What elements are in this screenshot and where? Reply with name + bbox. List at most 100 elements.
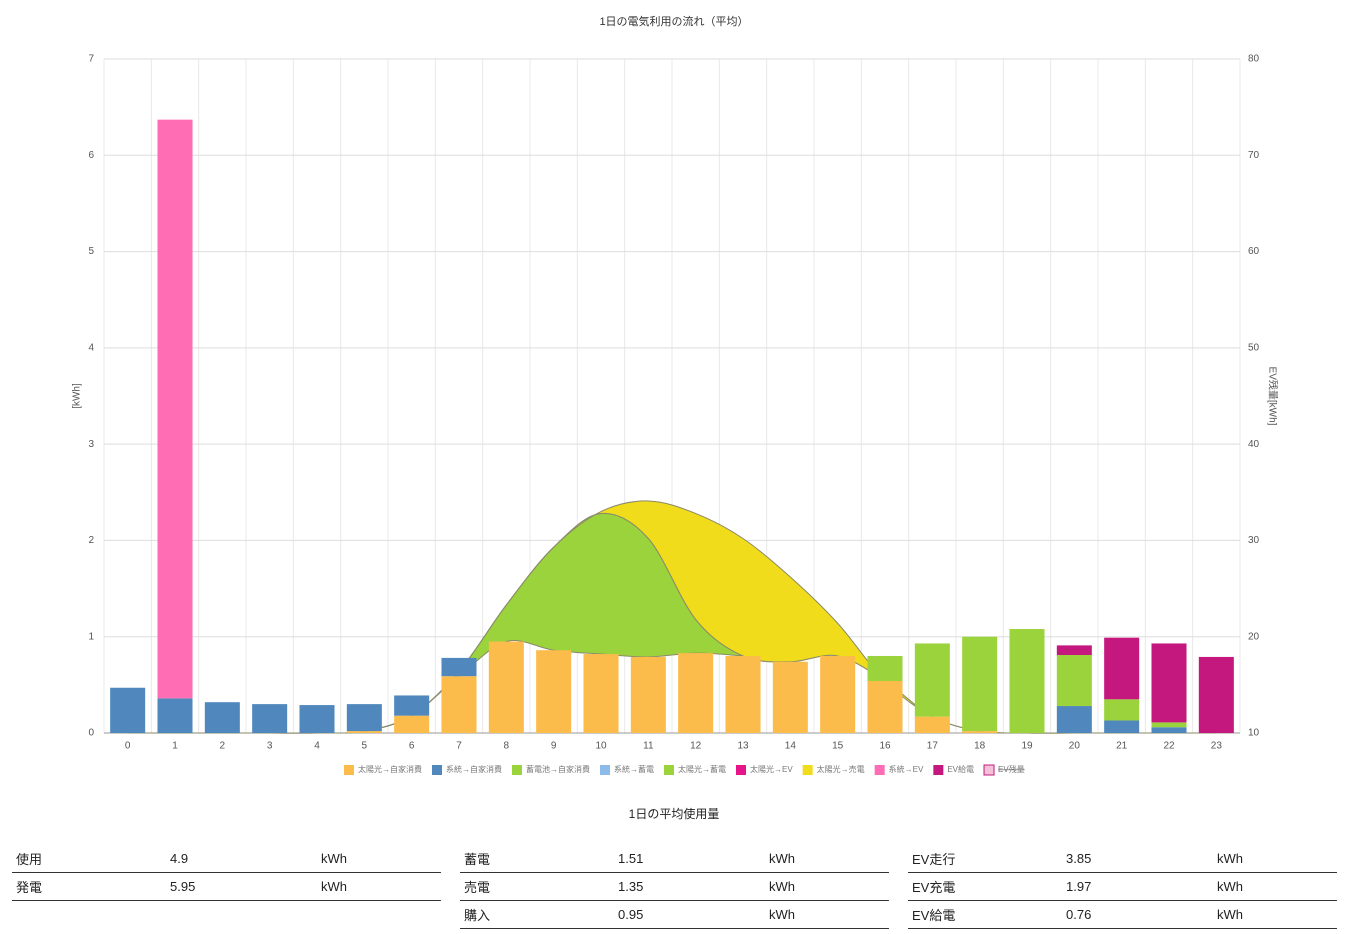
summary-cell: kWh — [765, 872, 889, 901]
summary-cell: kWh — [1213, 845, 1337, 873]
legend-label: 系統→自家消費 — [446, 764, 502, 774]
legend-swatch — [600, 765, 610, 775]
legend-swatch — [664, 765, 674, 775]
bar — [772, 661, 808, 733]
x-tick-label: 17 — [927, 741, 939, 752]
x-tick-label: 22 — [1163, 741, 1175, 752]
summary-table: EV走行 3.85 kWh EV充電 1.97 kWh EV給電 0.76 kWh — [908, 845, 1337, 929]
bar — [867, 655, 903, 682]
summary-cell: 5.95 — [166, 872, 317, 901]
y2-tick-label: 30 — [1248, 535, 1260, 546]
bar — [157, 698, 193, 733]
y2-tick-label: 10 — [1248, 728, 1260, 739]
legend-swatch — [802, 765, 813, 775]
summary-table: 使用 4.9 kWh 発電 5.95 kWh — [12, 845, 441, 901]
legend-label: 太陽光→自家消費 — [358, 764, 422, 774]
chart-title: 1日の電気利用の流れ（平均） — [599, 14, 748, 28]
bar — [157, 119, 193, 699]
bar — [1056, 655, 1092, 707]
summary-title: 1日の平均使用量 — [628, 807, 720, 821]
summary-row: 使用 4.9 kWh — [12, 845, 441, 873]
summary-row: 蓄電 1.51 kWh — [460, 845, 889, 873]
bar — [1151, 727, 1187, 733]
summary-cell: 4.9 — [166, 845, 317, 873]
summary-cell: EV充電 — [908, 872, 1062, 901]
legend-label: 系統→蓄電 — [614, 764, 654, 774]
bar — [346, 731, 382, 733]
y-tick-label: 6 — [88, 150, 94, 161]
y-tick-label: 5 — [88, 246, 94, 257]
summary-cell: kWh — [317, 845, 441, 873]
summary-cell: 売電 — [460, 872, 614, 901]
y2-tick-label: 20 — [1248, 631, 1260, 642]
bar — [1104, 720, 1140, 733]
legend: 太陽光→自家消費 系統→自家消費 蓄電池→自家消費 系統→蓄電 太陽光→蓄電 太陽光→EV… — [344, 764, 1025, 776]
summary-cell: 蓄電 — [460, 845, 614, 873]
bar — [536, 650, 572, 733]
bar — [1009, 629, 1045, 733]
summary-cell: 購入 — [460, 900, 614, 929]
summary-cell: 1.97 — [1062, 872, 1213, 901]
y-tick-label: 1 — [88, 631, 94, 642]
bar — [1104, 637, 1140, 700]
x-tick-label: 3 — [267, 741, 273, 752]
bar — [1151, 643, 1187, 723]
summary-cell: kWh — [1213, 900, 1337, 929]
legend-swatch — [344, 765, 354, 775]
y2-tick-label: 70 — [1248, 150, 1260, 161]
summary-cell: kWh — [765, 900, 889, 929]
legend-label: 蓄電池→自家消費 — [526, 764, 590, 774]
summary-cell: 0.76 — [1062, 900, 1213, 929]
bar — [299, 705, 335, 733]
summary-row: 購入 0.95 kWh — [460, 900, 889, 929]
bar — [1056, 645, 1092, 656]
x-tick-label: 14 — [785, 741, 797, 752]
summary-cell: 0.95 — [614, 900, 765, 929]
chart: 1日の電気利用の流れ（平均） [kWh] EV残量[kWh] 012345671… — [72, 14, 1279, 776]
y-tick-label: 2 — [88, 535, 94, 546]
bar — [204, 702, 240, 733]
bar — [441, 676, 477, 733]
summary-row: EV給電 0.76 kWh — [908, 900, 1337, 929]
summary-cell: 使用 — [12, 845, 166, 873]
bar — [914, 716, 950, 733]
summary-cell: kWh — [317, 872, 441, 901]
bar — [725, 655, 761, 733]
summary-cell: kWh — [765, 845, 889, 873]
bar — [394, 715, 430, 733]
legend-label: 太陽光→EV — [750, 764, 793, 774]
summary-row: 売電 1.35 kWh — [460, 872, 889, 901]
legend-swatch — [983, 764, 995, 776]
bar — [252, 704, 288, 733]
bar — [678, 653, 714, 733]
summary-cell: 3.85 — [1062, 845, 1213, 873]
legend-label: EV給電 — [947, 764, 974, 774]
legend-label: 系統→EV — [889, 764, 924, 774]
bar — [1151, 722, 1187, 728]
x-tick-label: 4 — [314, 741, 320, 752]
bar — [583, 654, 619, 733]
y2-tick-label: 50 — [1248, 342, 1260, 353]
x-tick-label: 2 — [220, 741, 226, 752]
y2-tick-label: 40 — [1248, 439, 1260, 450]
summary-cell: EV給電 — [908, 900, 1062, 929]
legend-swatch — [512, 765, 522, 775]
x-tick-label: 6 — [409, 741, 415, 752]
x-tick-label: 8 — [504, 741, 510, 752]
y2-tick-label: 80 — [1248, 54, 1260, 65]
x-tick-label: 9 — [551, 741, 557, 752]
y-axis-label: [kWh] — [72, 383, 83, 409]
x-tick-label: 11 — [643, 741, 654, 752]
summary-cell: EV走行 — [908, 845, 1062, 873]
bar — [110, 687, 146, 733]
bar — [488, 641, 524, 733]
x-tick-label: 18 — [974, 741, 986, 752]
bar — [1056, 706, 1092, 733]
bar — [914, 643, 950, 717]
x-tick-label: 20 — [1069, 741, 1081, 752]
summary-cell: 1.51 — [614, 845, 765, 873]
y-tick-label: 3 — [88, 439, 94, 450]
x-tick-label: 19 — [1021, 741, 1033, 752]
x-tick-label: 13 — [737, 741, 749, 752]
bar — [441, 657, 477, 677]
